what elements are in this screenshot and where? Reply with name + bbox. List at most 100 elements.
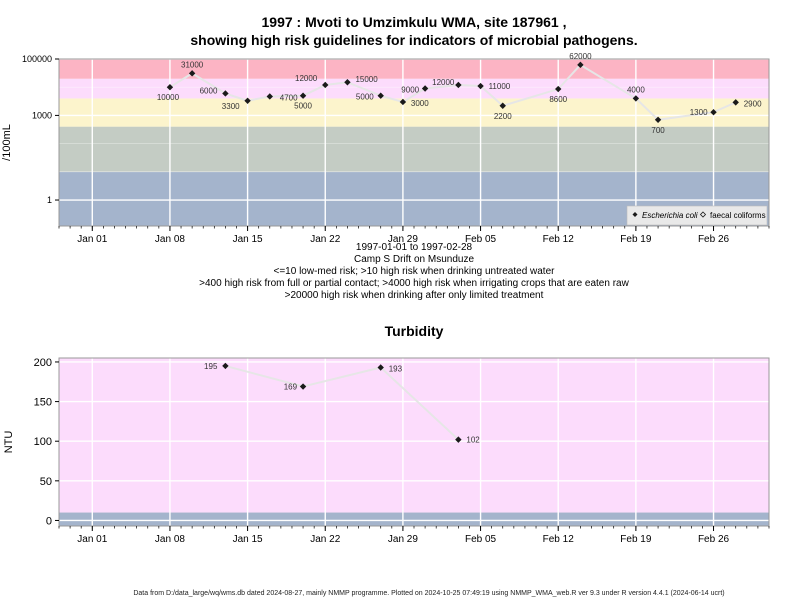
risk-band (59, 126, 769, 172)
x-tick-label: Jan 01 (77, 534, 107, 545)
y-tick-label: 150 (34, 397, 52, 409)
data-point (654, 116, 662, 123)
y-tick-label: 100000 (22, 54, 52, 64)
data-label: 1300 (690, 108, 708, 117)
data-label: 10000 (157, 93, 180, 102)
legend-box (626, 205, 768, 226)
data-label: 62000 (569, 52, 592, 61)
data-point (299, 383, 307, 390)
x-tick-label: Jan 15 (233, 534, 263, 545)
x-tick-label: Feb 12 (543, 234, 575, 245)
data-label: 700 (651, 126, 665, 135)
data-point (555, 85, 562, 93)
x-tick-label: Jan 29 (388, 534, 418, 545)
data-label: 12000 (432, 78, 455, 87)
data-label: 15000 (355, 75, 378, 84)
data-point (222, 362, 229, 370)
data-label: 5000 (294, 102, 312, 111)
data-label: 9000 (401, 85, 419, 94)
data-point (632, 95, 640, 102)
x-tick-label: Jan 15 (233, 234, 263, 245)
x-tick-label: Jan 22 (310, 534, 340, 545)
data-label: 169 (284, 383, 298, 392)
x-tick-label: Jan 29 (388, 234, 418, 245)
data-label: 8600 (549, 95, 567, 104)
data-point (732, 99, 739, 106)
x-tick-label: Jan 08 (155, 234, 185, 245)
data-label: 193 (389, 365, 403, 374)
data-point (266, 93, 273, 100)
risk-band (59, 59, 769, 79)
turbidity-panel: 0 50 100 150 200 Jan 01 Jan 08 Jan 15 Jan 22 Jan … (3, 357, 770, 545)
data-label: 5000 (356, 93, 374, 102)
subtitle-line: >20000 high risk when drinking after onl… (285, 290, 544, 301)
subtitle-line: <=10 low-med risk; >10 high risk when dr… (274, 266, 556, 277)
legend-label-ecoli: Escherichia coli (642, 211, 698, 220)
turbidity-title: Turbidity (385, 323, 444, 339)
subtitle-line: 1997-01-01 to 1997-02-28 (356, 242, 473, 253)
data-point (166, 84, 174, 91)
subtitle-line: >400 high risk from full or partial cont… (199, 278, 629, 289)
x-tick-label: Feb 19 (620, 534, 652, 545)
data-label: 2900 (744, 99, 762, 108)
y-axis-label: /100mL (1, 124, 13, 161)
data-point (455, 436, 462, 443)
x-tick-label: Feb 12 (543, 534, 575, 545)
data-label: 12000 (295, 74, 318, 83)
series-line (225, 364, 460, 441)
data-point (222, 90, 229, 97)
y-tick-label: 1000 (32, 110, 52, 120)
y-axis-label: NTU (3, 431, 15, 454)
risk-band (59, 358, 769, 513)
data-point (455, 81, 462, 89)
x-tick-label: Feb 05 (465, 534, 497, 545)
data-point (188, 70, 196, 77)
footer-note: Data from D:/data_large/wq/wms.db dated … (133, 590, 724, 597)
data-point (499, 102, 506, 109)
y-tick-label: 100 (34, 436, 52, 448)
data-label: 6000 (200, 86, 218, 95)
data-label: 31000 (181, 60, 204, 69)
risk-band (59, 78, 769, 99)
x-tick-label: Jan 08 (155, 534, 185, 545)
legend-marker-faecal (699, 211, 707, 218)
data-point (399, 98, 407, 106)
x-tick-label: Feb 05 (465, 234, 497, 245)
series-line (169, 63, 737, 121)
data-label: 3300 (222, 102, 240, 111)
data-label: 102 (466, 436, 480, 445)
x-tick-label: Feb 19 (620, 234, 652, 245)
x-tick-label: Feb 26 (698, 534, 730, 545)
data-point (477, 82, 484, 90)
y-tick-label: 200 (34, 357, 52, 369)
x-tick-label: Jan 01 (77, 234, 107, 245)
data-point (322, 81, 329, 89)
data-point (299, 92, 307, 99)
data-label: 4000 (627, 85, 645, 94)
y-tick-label: 1 (47, 195, 52, 205)
data-label: 3000 (411, 99, 429, 108)
risk-band (59, 512, 769, 526)
y-tick-label: 50 (40, 476, 52, 488)
data-label: 4700 (280, 93, 298, 102)
data-label: 11000 (489, 82, 511, 91)
x-tick-label: Jan 22 (310, 234, 340, 245)
data-point (244, 97, 251, 104)
data-point (421, 85, 429, 92)
data-point (577, 61, 584, 69)
data-label: 195 (204, 362, 218, 371)
chart-title-line2: showing high risk guidelines for indicat… (190, 32, 637, 48)
data-point (710, 108, 717, 116)
subtitle-line: Camp S Drift on Msunduze (354, 254, 474, 265)
data-point (377, 92, 384, 99)
data-point (344, 79, 351, 86)
data-label: 2200 (494, 112, 512, 121)
x-tick-label: Feb 26 (698, 234, 730, 245)
legend-label-faecal: faecal coliforms (710, 211, 766, 220)
chart-title-line1: 1997 : Mvoti to Umzimkulu WMA, site 1879… (262, 14, 567, 30)
y-tick-label: 0 (46, 515, 52, 527)
legend: Escherichia coli faecal coliforms (626, 205, 768, 226)
